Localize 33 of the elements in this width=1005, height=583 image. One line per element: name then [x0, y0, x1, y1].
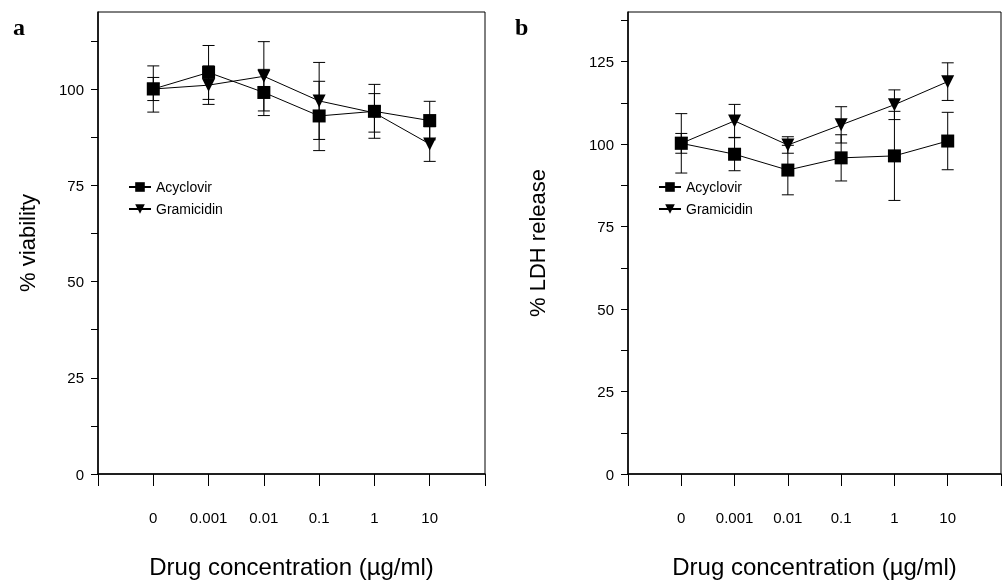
x-tick-label: 0.1 — [308, 509, 330, 526]
chart-title: b — [515, 14, 529, 40]
x-tick-label: 0.1 — [830, 509, 852, 526]
x-tick-label: 1 — [370, 509, 379, 526]
y-tick-label: 50 — [597, 300, 614, 318]
y-tick-label: 125 — [588, 53, 614, 70]
x-tick-label: 0.001 — [189, 509, 228, 526]
y-tick-label: 25 — [597, 383, 614, 400]
y-tick-label: 25 — [67, 369, 84, 387]
x-tick-label: 10 — [939, 509, 957, 526]
y-tick-label: 50 — [67, 273, 84, 290]
y-tick-label: 100 — [58, 80, 84, 98]
x-axis-title: Drug concentration (µg/ml) — [149, 552, 434, 580]
chart-title: a — [13, 14, 25, 40]
x-tick-label: 0.01 — [773, 509, 803, 526]
legend-label: Acyclovir — [156, 179, 213, 195]
y-tick-label: 100 — [588, 135, 614, 153]
x-tick-label: 0.01 — [249, 509, 279, 526]
x-tick-label: 10 — [421, 509, 439, 526]
legend-label: Gramicidin — [156, 201, 223, 217]
x-tick-label: 1 — [890, 509, 899, 526]
y-tick-label: 75 — [597, 218, 614, 235]
legend-label: Acyclovir — [686, 179, 743, 195]
y-tick-label: 75 — [67, 176, 84, 194]
legend-label: Gramicidin — [686, 201, 753, 217]
y-tick-label: 0 — [605, 465, 614, 483]
x-tick-label: 0 — [677, 509, 686, 526]
x-axis-title: Drug concentration (µg/ml) — [672, 552, 957, 580]
y-tick-label: 0 — [75, 465, 84, 483]
y-axis-title: % LDH release — [524, 169, 550, 317]
x-tick-label: 0 — [149, 509, 158, 526]
x-tick-label: 0.001 — [715, 509, 754, 526]
y-axis-title: % viability — [14, 194, 40, 292]
